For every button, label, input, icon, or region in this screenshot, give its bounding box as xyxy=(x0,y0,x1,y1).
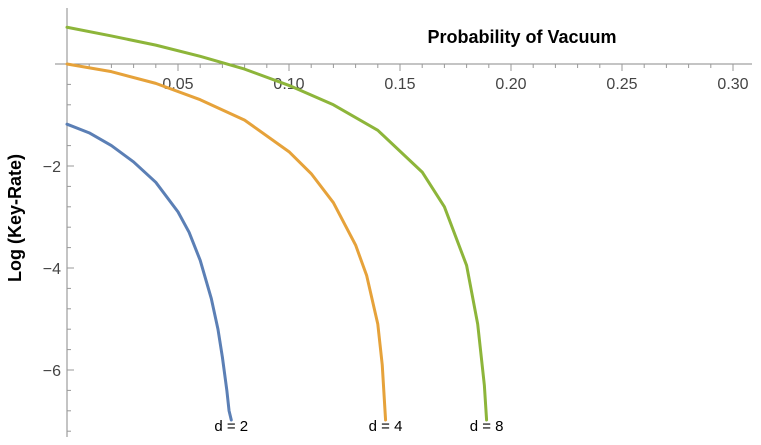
series-label-d-8: d = 8 xyxy=(470,418,504,435)
series-label-d-4: d = 4 xyxy=(369,418,403,435)
y-tick-label: −4 xyxy=(43,261,61,278)
y-axis-title: Log (Key-Rate) xyxy=(5,154,25,282)
series-line-d-4 xyxy=(65,62,388,422)
x-tick-label: 0.30 xyxy=(717,76,748,93)
x-tick-label: 0.20 xyxy=(495,76,526,93)
x-tick-label: 0.25 xyxy=(606,76,637,93)
x-tick-label: 0.15 xyxy=(384,76,415,93)
y-tick-label: −2 xyxy=(43,159,61,176)
series-label-d-2: d = 2 xyxy=(214,418,248,435)
series-line-d-8 xyxy=(65,25,489,422)
x-axis-title: Probability of Vacuum xyxy=(427,27,616,47)
y-tick-label: −6 xyxy=(43,363,61,380)
series-layer: d = 2 d = 4 d = 8 xyxy=(65,25,504,435)
axes: 0.05 0.10 0.15 0.20 0.25 0.30−2−4−6 xyxy=(43,8,752,437)
series-line-d-2 xyxy=(65,122,233,422)
